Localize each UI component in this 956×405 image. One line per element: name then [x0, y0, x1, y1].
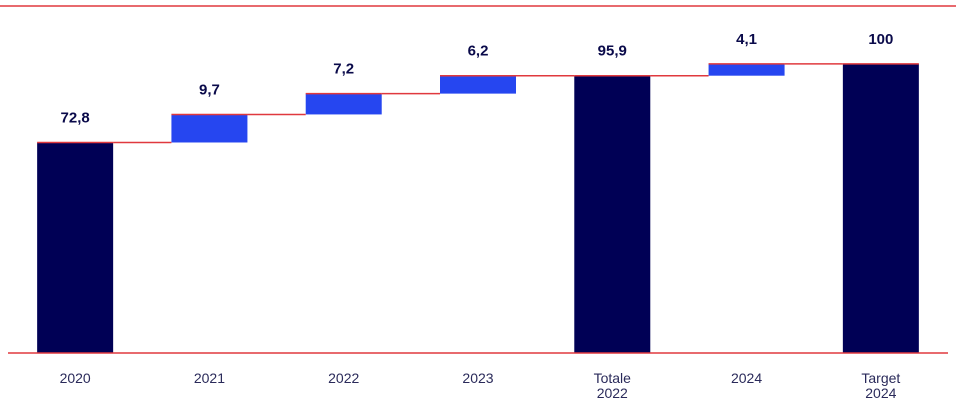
gridlines	[8, 63, 948, 296]
category-label: Target	[861, 370, 900, 386]
category-label: 2023	[462, 370, 493, 386]
bar-2	[305, 93, 382, 115]
category-label: 2022	[328, 370, 359, 386]
category-label: 2024	[865, 385, 896, 401]
category-label: 2024	[731, 370, 762, 386]
bar-1	[171, 114, 248, 143]
connectors	[37, 63, 919, 144]
bar-0	[37, 142, 114, 353]
category-label: 2022	[597, 385, 628, 401]
value-label: 100	[868, 31, 893, 48]
value-label: 9,7	[199, 81, 220, 98]
value-label: 4,1	[736, 31, 757, 48]
category-label: 2021	[194, 370, 225, 386]
bar-5	[708, 63, 785, 76]
bars	[37, 63, 919, 354]
bar-4	[574, 75, 651, 354]
value-label: 95,9	[598, 43, 627, 60]
bar-3	[440, 75, 516, 94]
value-label: 6,2	[468, 43, 489, 60]
bar-6	[842, 63, 919, 353]
category-label: Totale	[594, 370, 632, 386]
value-label: 7,2	[333, 61, 354, 78]
value-labels: 72,8 9,7 7,2 6,2 95,9 4,1 100	[61, 31, 894, 127]
value-label: 72,8	[61, 109, 90, 126]
category-label: 2020	[60, 370, 91, 386]
